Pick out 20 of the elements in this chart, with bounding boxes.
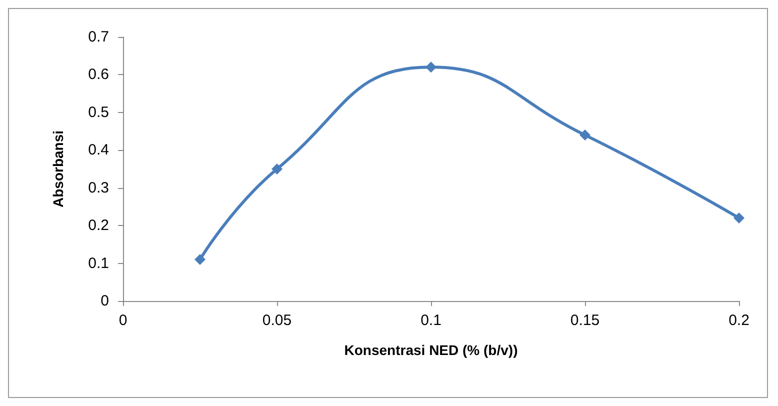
point bbox=[194, 254, 206, 266]
x-tick-label: 0.1 bbox=[420, 312, 442, 329]
x-tick-label: 0.15 bbox=[570, 312, 600, 329]
x-tick-label: 0 bbox=[118, 312, 128, 329]
point bbox=[580, 130, 590, 141]
x-tick-label: 0.05 bbox=[262, 312, 292, 329]
y-tick-label: 0.3 bbox=[88, 179, 109, 196]
y-tick-label: 0.7 bbox=[88, 28, 109, 46]
point bbox=[272, 164, 282, 174]
y-axis-title: Absorbansi bbox=[50, 130, 66, 208]
y-tick-label: 0.1 bbox=[88, 254, 109, 272]
y-tick-label: 0.2 bbox=[88, 217, 109, 234]
y-tick-label: 0.6 bbox=[88, 66, 109, 84]
y-tick-label: 0.5 bbox=[88, 104, 109, 121]
y-tick-label: 0 bbox=[100, 292, 109, 310]
point bbox=[426, 62, 436, 73]
y-tick-label: 0.4 bbox=[88, 142, 109, 159]
x-axis-title: Konsentrasi NED (% (b/v)) bbox=[344, 342, 518, 358]
x-tick-label: 0.2 bbox=[728, 312, 750, 329]
point bbox=[734, 212, 744, 224]
